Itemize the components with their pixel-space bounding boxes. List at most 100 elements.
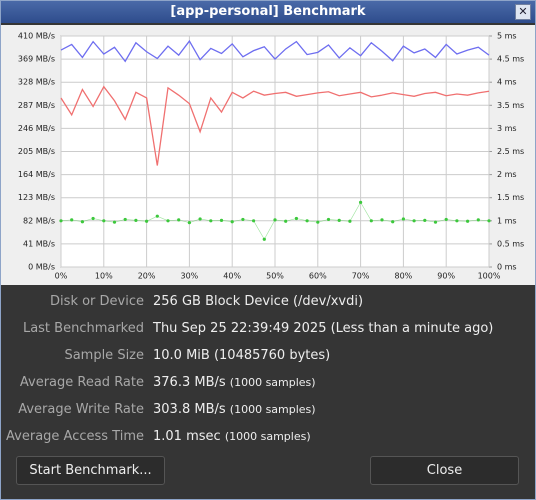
info-value: Thu Sep 25 22:39:49 2025 (Less than a mi… — [153, 321, 494, 336]
access-point — [401, 217, 405, 221]
y-tick-label: 287 MB/s — [18, 101, 55, 110]
access-point — [476, 218, 480, 222]
access-point — [294, 216, 298, 221]
y2-tick-label: 1 ms — [497, 216, 517, 225]
access-point — [284, 219, 288, 223]
y-tick-label: 164 MB/s — [18, 170, 55, 179]
access-point — [455, 219, 459, 223]
y2-tick-label: 2.5 ms — [497, 147, 524, 156]
info-value-group: 1.01 msec (1000 samples) — [153, 429, 311, 444]
y2-tick-label: 3 ms — [497, 124, 517, 133]
access-point — [112, 220, 117, 224]
access-point — [273, 218, 277, 222]
access-point — [59, 219, 63, 223]
y-tick-label: 205 MB/s — [18, 147, 55, 156]
x-tick-label: 100% — [478, 272, 501, 281]
y2-tick-label: 0 ms — [497, 263, 517, 272]
info-value-group: 256 GB Block Device (/dev/xvdi) — [153, 294, 363, 309]
access-point — [177, 218, 181, 222]
window-title: [app-personal] Benchmark — [170, 4, 366, 19]
y2-tick-label: 3.5 ms — [497, 101, 524, 110]
y-tick-label: 123 MB/s — [18, 193, 55, 202]
info-value: 376.3 MB/s — [153, 375, 226, 390]
y-tick-label: 0 MB/s — [28, 263, 55, 272]
access-point — [145, 219, 149, 223]
info-value-group: 376.3 MB/s (1000 samples) — [153, 375, 316, 390]
title-bar: [app-personal] Benchmark ✕ — [1, 1, 535, 23]
access-point — [487, 219, 491, 223]
x-tick-label: 80% — [395, 272, 413, 281]
access-point — [123, 217, 127, 222]
info-note: (1000 samples) — [229, 376, 316, 389]
info-note: (1000 samples) — [224, 430, 311, 443]
x-tick-label: 30% — [181, 272, 199, 281]
access-point — [91, 216, 95, 221]
access-point — [209, 219, 213, 223]
info-value: 303.8 MB/s — [153, 402, 226, 417]
y2-tick-label: 4.5 ms — [497, 55, 524, 64]
info-value: 10.0 MiB (10485760 bytes) — [153, 348, 331, 363]
info-label: Average Access Time — [6, 429, 144, 444]
access-point — [219, 218, 224, 222]
access-point — [433, 220, 438, 224]
y-tick-label: 82 MB/s — [23, 216, 55, 225]
access-point — [326, 217, 331, 222]
x-tick-label: 10% — [95, 272, 113, 281]
access-point — [359, 200, 363, 204]
info-note: (1000 samples) — [229, 403, 316, 416]
x-tick-label: 0% — [55, 272, 68, 281]
start-benchmark-button[interactable]: Start Benchmark... — [16, 456, 165, 485]
chart: 0 MB/s 41 MB/s 82 MB/s 123 MB/s 164 MB/s 205 … — [1, 25, 535, 285]
access-point — [102, 219, 106, 223]
access-point — [391, 220, 395, 224]
access-point — [198, 217, 202, 221]
y2-tick-label: 0.5 ms — [497, 239, 524, 248]
y-tick-label: 410 MB/s — [18, 32, 55, 41]
access-point — [252, 219, 256, 223]
access-point — [348, 219, 352, 223]
info-value-group: 10.0 MiB (10485760 bytes) — [153, 348, 330, 363]
rate-line — [60, 39, 490, 63]
info-label: Disk or Device — [50, 294, 144, 309]
close-button[interactable]: Close — [370, 456, 519, 485]
y2-tick-label: 1.5 ms — [497, 193, 524, 202]
info-label: Last Benchmarked — [22, 321, 144, 336]
access-point — [444, 217, 448, 222]
access-point — [134, 218, 138, 222]
info-value: 1.01 msec — [153, 429, 221, 444]
y-tick-label: 328 MB/s — [18, 78, 55, 87]
info-label: Average Read Rate — [19, 375, 144, 390]
info-label: Sample Size — [64, 348, 144, 363]
access-point — [369, 219, 373, 223]
access-point — [155, 214, 159, 218]
access-point — [412, 219, 416, 223]
x-tick-label: 60% — [309, 272, 327, 281]
access-point — [423, 218, 427, 222]
y2-tick-label: 5 ms — [497, 32, 517, 41]
access-point — [316, 220, 320, 224]
info-label: Average Write Rate — [18, 402, 144, 417]
x-tick-label: 50% — [266, 272, 284, 281]
rate-line — [60, 85, 490, 166]
info-value: 256 GB Block Device (/dev/xvdi) — [153, 294, 364, 309]
x-tick-label: 90% — [437, 272, 455, 281]
access-point — [241, 217, 245, 222]
access-point — [166, 219, 170, 223]
y-tick-label: 369 MB/s — [18, 55, 55, 64]
close-icon[interactable]: ✕ — [515, 4, 531, 20]
y-tick-label: 246 MB/s — [18, 124, 55, 133]
y2-tick-label: 4 ms — [497, 78, 517, 87]
access-point — [305, 219, 309, 223]
x-tick-label: 70% — [352, 272, 370, 281]
x-tick-label: 40% — [223, 272, 241, 281]
access-point — [466, 219, 470, 223]
y-tick-label: 41 MB/s — [23, 239, 55, 248]
access-point — [187, 221, 191, 225]
access-point — [337, 218, 341, 222]
access-point — [262, 237, 266, 241]
x-tick-label: 20% — [138, 272, 156, 281]
info-value-group: 303.8 MB/s (1000 samples) — [153, 402, 316, 417]
access-point — [80, 220, 84, 224]
y2-tick-label: 2 ms — [497, 170, 517, 179]
